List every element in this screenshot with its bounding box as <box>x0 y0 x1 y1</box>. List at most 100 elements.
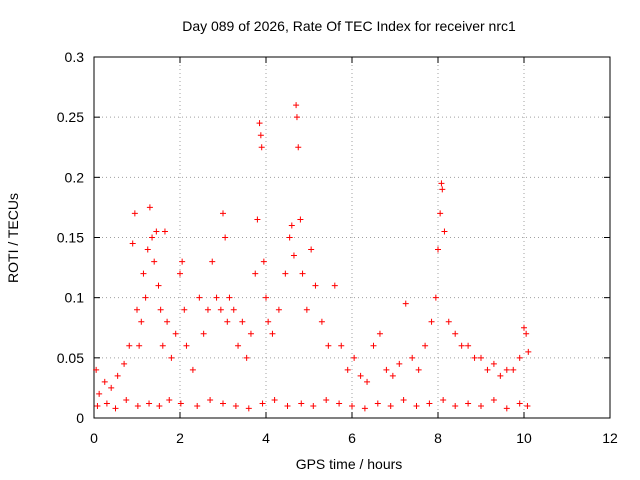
data-point <box>275 306 282 313</box>
data-point <box>271 396 278 403</box>
x-tick-label: 0 <box>90 430 98 446</box>
data-point <box>284 402 291 409</box>
data-point <box>96 390 103 397</box>
data-point <box>441 228 448 235</box>
data-point <box>438 180 445 187</box>
data-point <box>465 342 472 349</box>
data-point <box>286 234 293 241</box>
x-tick-label: 4 <box>262 430 270 446</box>
y-tick-label: 0.3 <box>65 49 85 65</box>
data-point <box>452 402 459 409</box>
data-point <box>458 342 465 349</box>
data-point <box>308 246 315 253</box>
data-point <box>396 360 403 367</box>
data-point <box>156 402 163 409</box>
data-point <box>222 234 229 241</box>
data-point <box>232 402 239 409</box>
data-point <box>196 294 203 301</box>
data-point <box>323 396 330 403</box>
data-point <box>108 384 115 391</box>
data-point <box>297 216 304 223</box>
data-point <box>364 378 371 385</box>
data-point <box>168 354 175 361</box>
data-point <box>136 342 143 349</box>
data-points <box>93 102 532 412</box>
data-point <box>288 222 295 229</box>
x-tick-label: 6 <box>348 430 356 446</box>
data-point <box>370 342 377 349</box>
data-point <box>200 330 207 337</box>
data-point <box>153 228 160 235</box>
data-point <box>226 294 233 301</box>
data-point <box>269 330 276 337</box>
data-point <box>293 102 300 109</box>
data-point <box>121 360 128 367</box>
data-point <box>351 354 358 361</box>
data-point <box>114 372 121 379</box>
data-point <box>146 204 153 211</box>
data-point <box>510 366 517 373</box>
data-point <box>213 294 220 301</box>
data-point <box>484 366 491 373</box>
data-point <box>159 342 166 349</box>
data-point <box>349 402 355 409</box>
data-point <box>144 246 151 253</box>
data-point <box>409 354 416 361</box>
data-point <box>376 330 383 337</box>
data-point <box>263 294 269 301</box>
data-point <box>151 258 158 265</box>
data-point <box>247 330 254 337</box>
data-point <box>525 348 532 355</box>
data-point <box>439 186 446 193</box>
x-axis-label: GPS time / hours <box>296 456 403 472</box>
data-point <box>140 270 147 277</box>
data-point <box>471 354 478 361</box>
data-point <box>338 342 345 349</box>
data-point <box>325 342 332 349</box>
data-point <box>437 210 444 217</box>
data-point <box>415 366 422 373</box>
data-point <box>183 342 190 349</box>
data-point <box>177 400 184 407</box>
data-point <box>230 306 237 313</box>
data-point <box>357 372 364 379</box>
data-point <box>383 366 390 373</box>
data-point <box>155 282 162 289</box>
data-point <box>310 402 317 409</box>
data-point <box>426 400 433 407</box>
data-point <box>331 282 338 289</box>
data-point <box>181 306 188 313</box>
data-point <box>166 396 173 403</box>
data-point <box>374 400 381 407</box>
data-point <box>189 366 196 373</box>
data-point <box>516 354 523 361</box>
data-point <box>336 400 343 407</box>
data-point <box>164 318 171 325</box>
data-point <box>490 360 497 367</box>
data-point <box>217 306 224 313</box>
y-tick-label: 0 <box>76 410 84 426</box>
data-point <box>224 318 231 325</box>
data-point <box>258 144 265 151</box>
data-point <box>257 132 264 139</box>
data-point <box>177 270 183 277</box>
data-point <box>194 402 201 409</box>
data-point <box>94 402 101 409</box>
data-point <box>131 210 138 217</box>
data-point <box>126 342 133 349</box>
data-point <box>344 366 351 373</box>
data-point <box>503 366 510 373</box>
data-point <box>521 324 527 331</box>
data-point <box>361 405 368 412</box>
data-point <box>220 400 226 407</box>
data-point <box>503 405 510 412</box>
data-point <box>523 330 530 337</box>
data-point <box>134 402 141 409</box>
data-point <box>303 306 310 313</box>
data-point <box>299 270 306 277</box>
y-tick-label: 0.25 <box>57 109 84 125</box>
data-point <box>146 400 153 407</box>
x-tick-label: 8 <box>434 430 442 446</box>
data-point <box>260 258 267 265</box>
